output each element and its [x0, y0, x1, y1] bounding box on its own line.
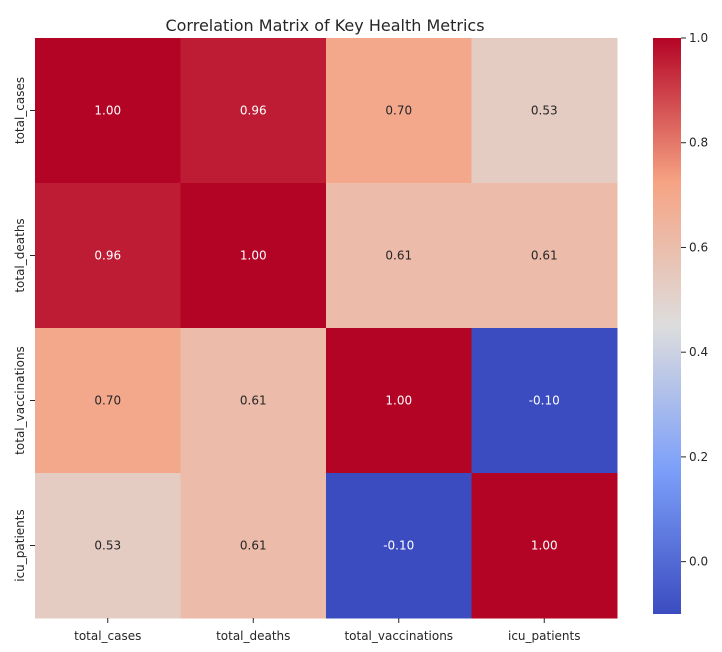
heatmap-cell: [180, 183, 327, 329]
heatmap-cell: [180, 38, 327, 184]
heatmap-cell: [180, 328, 327, 474]
row-tick-label: total_vaccinations: [13, 346, 27, 455]
cell-value-label: -0.10: [529, 394, 560, 408]
heatmap-cell: [471, 328, 618, 474]
heatmap-cell: [35, 328, 181, 474]
cell-value-label: 1.00: [240, 249, 267, 263]
column-tick-label: total_deaths: [216, 629, 290, 643]
heatmap-cell: [35, 473, 181, 619]
cell-value-label: 1.00: [385, 394, 412, 408]
column-tick-labels: total_cases total_deaths total_vaccination…: [74, 618, 581, 643]
heatmap-cell: [471, 38, 618, 184]
column-tick-label: icu_patients: [508, 629, 581, 643]
colorbar-tick-label: 0.4: [689, 345, 708, 359]
cell-value-label: 0.61: [385, 249, 412, 263]
heatmap-cell: [471, 473, 618, 619]
row-tick-label: icu_patients: [13, 509, 27, 582]
cell-value-label: 0.70: [94, 394, 121, 408]
cell-value-label: 0.53: [94, 539, 121, 553]
colorbar-gradient: [653, 38, 681, 614]
cell-value-label: -0.10: [383, 539, 414, 553]
colorbar-tick-label: 1.0: [689, 31, 708, 45]
heatmap-cell: [326, 38, 472, 184]
cell-value-label: 0.53: [531, 104, 558, 118]
heatmap-cell: [326, 183, 472, 329]
column-tick-label: total_cases: [74, 629, 141, 643]
colorbar-tick-label: 0.8: [689, 136, 708, 150]
cell-value-label: 0.61: [240, 394, 267, 408]
heatmap-cell: [471, 183, 618, 329]
cell-value-label: 0.61: [240, 539, 267, 553]
colorbar-tick-label: 0.0: [689, 555, 708, 569]
cell-value-label: 0.96: [240, 104, 267, 118]
heatmap-cell: [35, 183, 181, 329]
cell-value-label: 1.00: [531, 539, 558, 553]
heatmap-cell: [35, 38, 181, 184]
heatmap-cell: [326, 328, 472, 474]
colorbar-tick-label: 0.6: [689, 240, 708, 254]
chart-title: Correlation Matrix of Key Health Metrics: [165, 16, 484, 35]
cell-value-label: 0.96: [94, 249, 121, 263]
column-tick-label: total_vaccinations: [344, 629, 453, 643]
heatmap-cell: [180, 473, 327, 619]
row-tick-label: total_deaths: [13, 218, 27, 292]
cell-value-label: 0.70: [385, 104, 412, 118]
row-tick-labels: total_cases total_deaths total_vaccination…: [13, 77, 35, 582]
cell-value-label: 0.61: [531, 249, 558, 263]
row-tick-label: total_cases: [13, 77, 27, 144]
heatmap-cells: 1.00 0.96 0.70 0.53 0.96 1.00 0.61 0.61 0.70 0.61…: [35, 38, 618, 619]
colorbar-tick-label: 0.2: [689, 450, 708, 464]
heatmap-cell: [326, 473, 472, 619]
colorbar: 0.0 0.2 0.4 0.6 0.8 1.0: [653, 31, 708, 614]
cell-value-label: 1.00: [94, 104, 121, 118]
